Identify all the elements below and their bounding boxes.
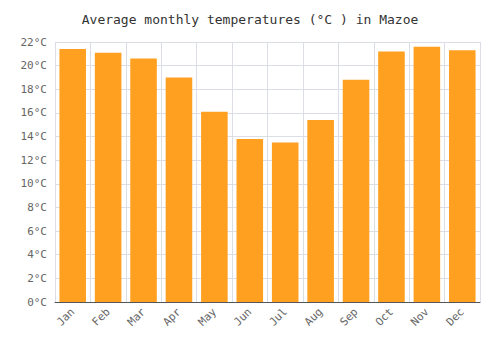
svg-text:May: May: [196, 305, 219, 328]
svg-text:4°C: 4°C: [27, 248, 47, 261]
svg-text:Mar: Mar: [125, 305, 148, 328]
svg-text:20°C: 20°C: [21, 59, 48, 72]
svg-text:6°C: 6°C: [27, 225, 47, 238]
svg-text:22°C: 22°C: [21, 36, 48, 49]
svg-text:Dec: Dec: [444, 305, 467, 328]
svg-text:Jan: Jan: [54, 305, 77, 328]
svg-text:Apr: Apr: [160, 305, 183, 328]
svg-text:Feb: Feb: [89, 305, 112, 328]
svg-text:Jun: Jun: [231, 305, 254, 328]
svg-text:10°C: 10°C: [21, 177, 48, 190]
svg-text:16°C: 16°C: [21, 106, 48, 119]
svg-text:18°C: 18°C: [21, 83, 48, 96]
svg-text:Jul: Jul: [267, 305, 290, 328]
svg-text:Sep: Sep: [337, 305, 360, 328]
svg-text:Aug: Aug: [302, 305, 325, 328]
svg-text:12°C: 12°C: [21, 154, 48, 167]
svg-text:0°C: 0°C: [27, 296, 47, 309]
svg-text:Average monthly temperatures (: Average monthly temperatures (°C ) in Ma…: [82, 12, 419, 27]
svg-text:14°C: 14°C: [21, 130, 48, 143]
svg-text:Nov: Nov: [408, 305, 431, 328]
svg-text:Oct: Oct: [373, 305, 396, 328]
svg-text:2°C: 2°C: [27, 272, 47, 285]
svg-text:8°C: 8°C: [27, 201, 47, 214]
